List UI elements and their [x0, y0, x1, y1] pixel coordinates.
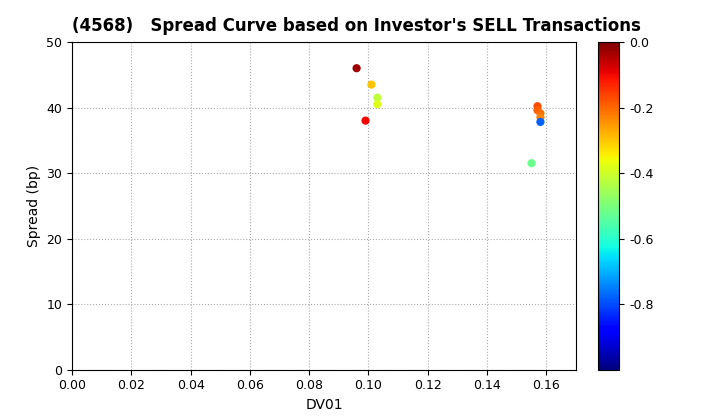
Point: [360, 117, 372, 124]
Text: (4568)   Spread Curve based on Investor's SELL Transactions: (4568) Spread Curve based on Investor's …: [72, 17, 641, 35]
Point: [372, 94, 383, 101]
Y-axis label: Spread (bp): Spread (bp): [27, 165, 41, 247]
Point: [535, 114, 546, 121]
Point: [535, 110, 546, 117]
Point: [366, 81, 377, 88]
Point: [535, 118, 546, 125]
Point: [372, 101, 383, 108]
X-axis label: DV01: DV01: [305, 398, 343, 412]
Point: [526, 160, 537, 167]
Point: [531, 103, 543, 110]
Point: [351, 65, 362, 71]
Point: [531, 107, 543, 113]
